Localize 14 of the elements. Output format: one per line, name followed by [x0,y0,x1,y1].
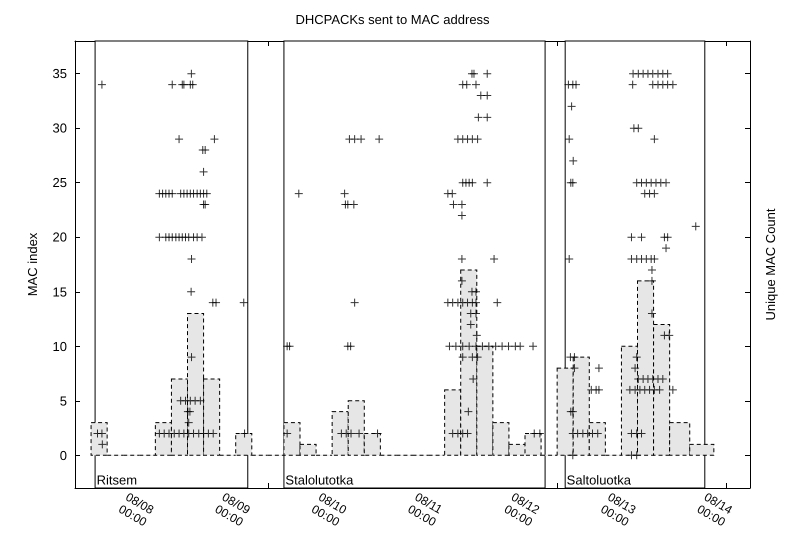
y-tick-label: 30 [52,120,67,136]
y-tick-label: 35 [52,66,67,82]
y-tick-label: 0 [60,448,67,463]
y-tick-label: 25 [52,175,67,190]
y-tick-label: 20 [52,230,67,245]
band-label: Ritsem [96,472,138,488]
y-tick-label: 5 [60,393,67,408]
band-label: Stalolutotka [285,472,354,488]
band-label: Saltoluotka [566,472,632,488]
y2-axis-title: Unique MAC Count [763,208,778,320]
y-axis-title: MAC index [25,232,40,296]
y-tick-label: 10 [52,338,67,354]
chart-title: DHCPACKs sent to MAC address [295,12,490,27]
y-tick-label: 15 [52,284,67,300]
